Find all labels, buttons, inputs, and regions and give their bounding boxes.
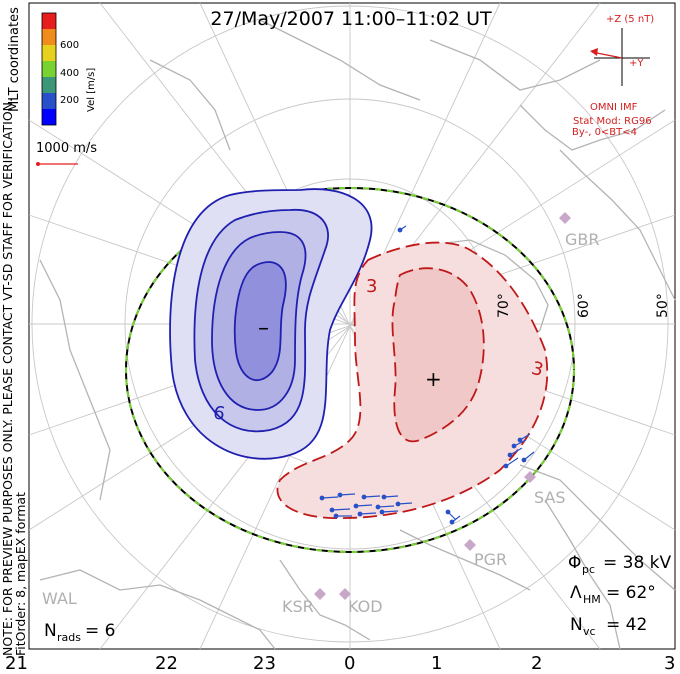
latitude-label-60: 60° — [576, 293, 592, 318]
mlt-tick-3: 3 — [664, 653, 675, 674]
positive-contour-label-right: 3 — [529, 358, 545, 381]
station-label-sas: SAS — [534, 488, 566, 507]
latitude-label-50: 50° — [655, 293, 671, 318]
imf-indicator: +Z (5 nT) +Y OMNI IMF Stat Mod: RG96 By-… — [572, 14, 654, 138]
positive-contour-label: 3 — [366, 276, 377, 297]
colorbar-tick-200: 200 — [60, 95, 79, 106]
imf-y-label: +Y — [629, 58, 644, 69]
nrads-value: = 6 — [85, 621, 115, 641]
mlt-tick-1: 1 — [431, 653, 442, 674]
mlt-tick-22: 22 — [155, 653, 178, 674]
velocity-colorbar: 600 400 200 Vel [m/s] — [41, 12, 97, 126]
fit-order-note: FitOrder: 8, mapEX format — [13, 492, 28, 656]
station-label-gbr: GBR — [565, 230, 600, 249]
negative-contour-label: 9 — [212, 400, 227, 423]
imf-condition: By-, 0<BT<4 — [572, 127, 637, 138]
negative-potential-cell: – 9 — [169, 188, 373, 460]
station-label-wal: WAL — [42, 589, 77, 608]
imf-source: OMNI IMF — [590, 102, 638, 113]
nvc-symbol: N — [570, 615, 583, 635]
lambda-value: = 62° — [606, 583, 656, 603]
mlt-tick-23: 23 — [253, 653, 276, 674]
colorbar-tick-400: 400 — [60, 68, 79, 79]
phi-subscript: pc — [582, 563, 595, 576]
potential-max-marker: + — [425, 367, 442, 391]
nrads-stat: N rads = 6 — [44, 621, 115, 644]
lambda-subscript: HM — [583, 593, 601, 606]
phi-symbol: Φ — [568, 553, 581, 573]
coastlines — [39, 19, 676, 650]
positive-potential-cell: + 3 3 — [276, 241, 549, 519]
nvc-subscript: vc — [583, 625, 596, 638]
phi-value: = 38 kV — [603, 553, 672, 573]
mlt-tick-21: 21 — [5, 653, 28, 674]
colorbar-tick-600: 600 — [60, 40, 79, 51]
statistical-model: Stat Mod: RG96 — [573, 116, 652, 127]
nvc-value: = 42 — [606, 615, 647, 635]
imf-z-label: +Z (5 nT) — [606, 14, 654, 25]
map-title: 27/May/2007 11:00–11:02 UT — [210, 8, 492, 30]
nrads-subscript: rads — [57, 631, 81, 644]
mlt-tick-0: 0 — [344, 653, 355, 674]
heppner-maynard-boundary — [125, 187, 575, 553]
colorbar-label: Vel [m/s] — [86, 68, 97, 112]
station-label-kod: KOD — [348, 597, 383, 616]
nvc-stat: N vc = 42 — [570, 615, 647, 638]
nrads-symbol: N — [44, 621, 57, 641]
mlt-coordinates-label: MLT coordinates — [7, 7, 22, 112]
lambda-symbol: Λ — [570, 583, 582, 603]
latitude-label-70: 70° — [496, 293, 512, 318]
potential-min-marker: – — [258, 316, 269, 341]
scale-vector: 1000 m/s — [36, 141, 97, 166]
mlt-tick-2: 2 — [531, 653, 542, 674]
velocity-vectors — [319, 225, 535, 525]
station-label-ksr: KSR — [282, 597, 314, 616]
station-label-pgr: PGR — [474, 550, 507, 569]
lambda-hm-stat: Λ HM = 62° — [570, 583, 656, 606]
mlt-axis: 21 22 23 0 1 2 3 — [5, 653, 675, 674]
station-markers — [314, 212, 571, 600]
preview-note: NOTE: FOR PREVIEW PURPOSES ONLY. PLEASE … — [0, 98, 15, 656]
scale-vector-label: 1000 m/s — [36, 141, 97, 156]
phi-pc-stat: Φ pc = 38 kV — [568, 553, 672, 576]
